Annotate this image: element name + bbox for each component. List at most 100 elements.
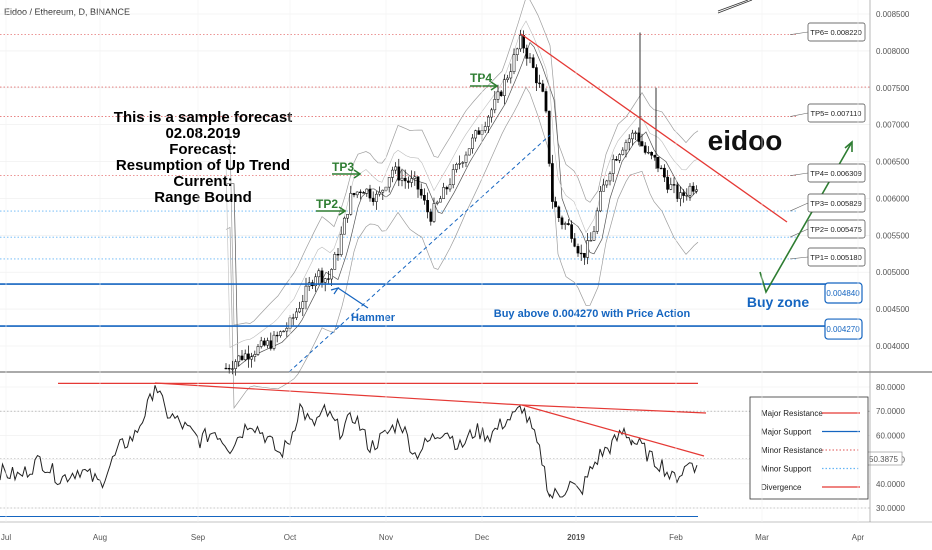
candle-body xyxy=(499,91,503,96)
candle-body xyxy=(525,47,529,59)
y-tick-label: 0.006500 xyxy=(876,158,910,167)
oscillator-last-value: 50.3875 xyxy=(865,451,903,466)
candle-body xyxy=(349,193,353,215)
target-level-box xyxy=(807,219,866,239)
zone-lower-value: 0.004270 xyxy=(826,325,860,334)
target-level-text: TP2= 0.005475 xyxy=(810,225,862,234)
target-level-connector xyxy=(789,112,809,117)
y-tick-label: 0.005000 xyxy=(876,268,910,277)
candle-body xyxy=(503,79,506,96)
divergence-line-2 xyxy=(521,404,707,414)
candle-body xyxy=(573,238,577,247)
candle-body xyxy=(327,278,330,280)
candle-body xyxy=(394,166,397,171)
candle-body xyxy=(269,340,273,349)
candle-body xyxy=(227,368,231,370)
candle-body xyxy=(643,145,647,153)
candle-body xyxy=(669,184,673,190)
tp2-marker: TP2 xyxy=(316,197,347,216)
legend-entry-label: Minor Support xyxy=(761,465,812,474)
x-tick-label: Sep xyxy=(191,533,206,542)
target-level-text: TP6= 0.008220 xyxy=(810,28,862,37)
target-level-box xyxy=(807,193,866,213)
target-level-text: TP4= 0.006309 xyxy=(810,169,862,178)
forecast-line-2: 02.08.2019 xyxy=(165,125,240,142)
candle-body xyxy=(256,346,260,355)
y-tick-label: 0.008500 xyxy=(876,10,910,19)
bollinger-bands xyxy=(225,0,699,410)
candle-body xyxy=(442,187,445,199)
candle-body xyxy=(672,184,676,186)
candle-body xyxy=(445,187,449,190)
candle-body xyxy=(317,270,321,278)
zone-upper-value: 0.004840 xyxy=(826,289,860,298)
candle-body xyxy=(263,340,266,346)
drawing-mark xyxy=(717,0,753,14)
y-tick-label: 0.004000 xyxy=(876,342,910,351)
candle-body xyxy=(554,201,557,208)
candle-body xyxy=(259,340,263,347)
candle-body xyxy=(378,191,381,195)
candle-body xyxy=(685,195,689,197)
oscillator-line xyxy=(0,385,698,500)
tp2-label: TP2 xyxy=(316,197,338,211)
target-level-connector xyxy=(789,228,809,238)
candle-body xyxy=(528,57,532,59)
candle-body xyxy=(464,154,468,163)
x-tick-label: Aug xyxy=(93,533,107,542)
candle-body xyxy=(663,167,666,178)
target-level-connector xyxy=(789,202,809,212)
candle-body xyxy=(570,224,573,239)
candle-body xyxy=(579,252,583,255)
candle-body xyxy=(551,163,554,202)
candle-body xyxy=(371,197,375,202)
hammer-pointer-line xyxy=(337,287,369,309)
candle-body xyxy=(365,188,369,194)
buy-instruction-text: Buy above 0.004270 with Price Action xyxy=(494,308,691,320)
downtrend-line xyxy=(520,33,788,223)
candle-body xyxy=(250,356,253,360)
candle-body xyxy=(439,198,442,203)
candle-body xyxy=(675,184,679,199)
candle-body xyxy=(624,142,628,151)
candle-body xyxy=(576,246,580,254)
candle-body xyxy=(323,278,327,283)
candle-body xyxy=(471,137,474,149)
legend-frame xyxy=(749,396,869,500)
candle-body xyxy=(682,192,685,196)
candle-body xyxy=(339,233,343,255)
candle-body xyxy=(400,177,404,181)
candle-body xyxy=(243,353,247,360)
candle-body xyxy=(426,200,429,213)
forecast-line-5: Current: xyxy=(173,173,232,190)
candle-body xyxy=(391,169,394,178)
candle-body xyxy=(506,77,509,80)
candle-body xyxy=(563,223,567,225)
candle-body xyxy=(493,99,497,111)
candle-body xyxy=(432,203,436,222)
target-level-text: TP5= 0.007110 xyxy=(811,109,862,118)
candle-body xyxy=(583,252,586,258)
candlesticks xyxy=(224,29,698,376)
candle-body xyxy=(403,177,407,182)
candle-body xyxy=(346,214,349,219)
candle-body xyxy=(535,67,538,84)
candle-body xyxy=(330,269,333,280)
candle-body xyxy=(605,180,609,186)
uptrend-line xyxy=(288,134,551,373)
candle-body xyxy=(381,189,385,193)
osc-y-tick-label: 40.0000 xyxy=(876,480,905,489)
candle-body xyxy=(615,159,618,161)
brand-name: eidoo xyxy=(708,125,783,156)
candle-body xyxy=(461,162,465,164)
target-level-box xyxy=(807,163,866,183)
candle-body xyxy=(467,148,471,156)
legend-entry-label: Major Support xyxy=(761,428,812,437)
candle-body xyxy=(666,176,669,190)
candle-body xyxy=(448,184,452,190)
price-grid: 0.008500 0.008000 0.007500 0.007000 0.006500… xyxy=(0,10,910,351)
candle-body xyxy=(611,159,615,174)
chart-title: Eidoo / Ethereum, D, BINANCE xyxy=(4,7,130,17)
osc-y-tick-label: 80.0000 xyxy=(876,383,905,392)
tp3-arrow-head xyxy=(353,169,362,179)
